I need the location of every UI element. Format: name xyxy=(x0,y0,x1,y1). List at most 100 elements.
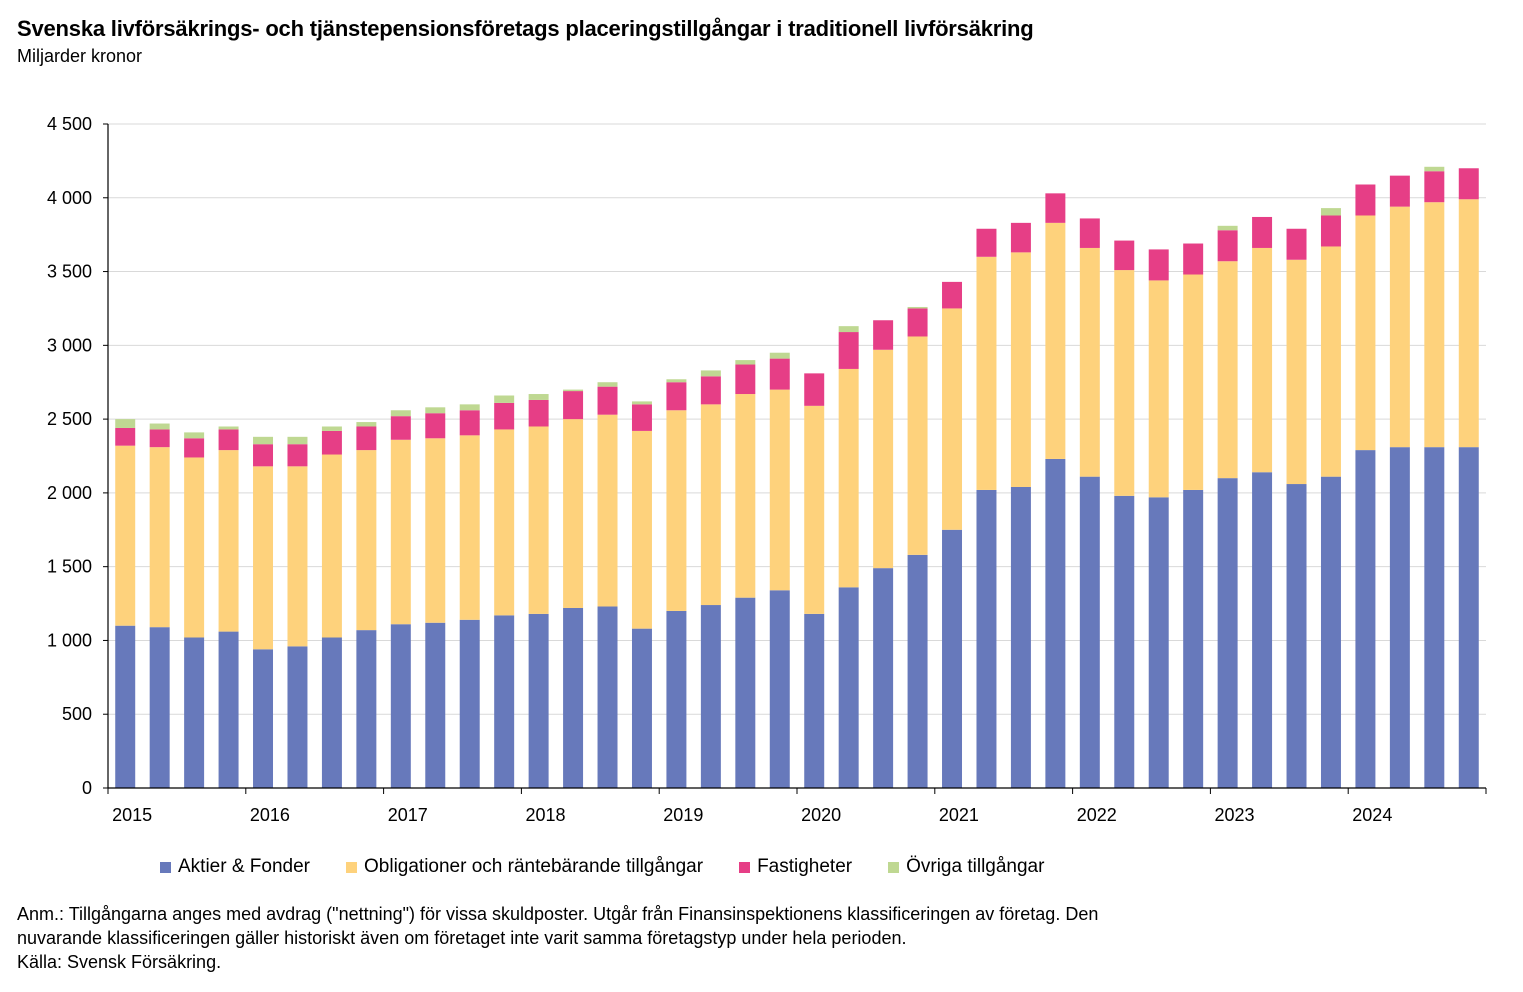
bar-segment-s0-2019Q4 xyxy=(769,590,790,788)
bar-segment-s2-2023Q4 xyxy=(1320,215,1341,247)
bar-segment-s1-2021Q2 xyxy=(976,256,997,490)
bar-segment-s2-2022Q1 xyxy=(1079,218,1100,248)
bar-segment-s2-2016Q4 xyxy=(356,426,377,451)
y-tick-label: 0 xyxy=(82,778,92,798)
axes: 0 500 1 000 1 500 2 000 2 500 3 000 3 500 4 000 4… xyxy=(47,114,1487,825)
bar-segment-s1-2023Q2 xyxy=(1252,247,1273,473)
bar-segment-s1-2015Q1 xyxy=(115,445,136,626)
legend-item-aktier: Aktier & Fonder xyxy=(160,856,310,878)
bar-segment-s0-2023Q1 xyxy=(1217,478,1238,788)
bar-segment-s0-2016Q4 xyxy=(356,630,377,788)
bar-segment-s2-2021Q2 xyxy=(976,228,997,257)
y-tick-label: 3 500 xyxy=(47,262,92,282)
bar-segment-s1-2022Q2 xyxy=(1114,270,1135,496)
bar-segment-s1-2020Q4 xyxy=(907,336,928,555)
y-tick-label: 3 000 xyxy=(47,335,92,355)
bar-segment-s2-2021Q4 xyxy=(1045,193,1066,223)
y-tick-label: 4 500 xyxy=(47,114,92,134)
bar-segment-s2-2022Q3 xyxy=(1148,249,1169,281)
bar-segment-s0-2016Q2 xyxy=(287,646,308,788)
bar-segment-s3-2016Q3 xyxy=(321,426,342,431)
bar-segment-s0-2020Q3 xyxy=(873,568,894,788)
bar-segment-s3-2018Q4 xyxy=(631,401,652,405)
bar-segment-s3-2019Q2 xyxy=(700,370,721,377)
bar-segment-s1-2016Q1 xyxy=(253,466,274,650)
bar-segment-s2-2016Q3 xyxy=(321,430,342,455)
bar-segment-s0-2024Q1 xyxy=(1355,450,1376,788)
bar-segment-s1-2017Q3 xyxy=(459,435,480,620)
bar-segment-s2-2016Q2 xyxy=(287,444,308,467)
bar-segment-s1-2015Q4 xyxy=(218,450,239,632)
bar-segment-s0-2022Q3 xyxy=(1148,497,1169,788)
bar-segment-s3-2023Q1 xyxy=(1217,225,1238,231)
legend-label-ovriga: Övriga tillgångar xyxy=(906,856,1045,877)
bars xyxy=(115,166,1479,788)
legend-swatch-ovriga xyxy=(888,861,900,873)
bar-segment-s3-2015Q2 xyxy=(149,423,170,430)
bar-segment-s3-2017Q4 xyxy=(494,395,515,403)
bar-segment-s1-2018Q1 xyxy=(528,426,549,614)
bar-segment-s2-2018Q1 xyxy=(528,399,549,427)
bar-segment-s2-2020Q2 xyxy=(838,332,859,369)
bar-segment-s2-2017Q3 xyxy=(459,410,480,436)
bar-segment-s2-2021Q3 xyxy=(1010,222,1031,253)
bar-segment-s2-2020Q1 xyxy=(804,373,825,406)
legend-item-fastigheter: Fastigheter xyxy=(739,856,852,878)
footnote: Anm.: Tillgångarna anges med avdrag ("ne… xyxy=(17,902,1497,974)
bar-segment-s2-2015Q4 xyxy=(218,429,239,451)
x-tick-label: 2023 xyxy=(1214,805,1254,825)
chart-subtitle: Miljarder kronor xyxy=(17,46,143,66)
bar-segment-s0-2024Q3 xyxy=(1424,447,1445,788)
bar-segment-s0-2017Q1 xyxy=(390,624,411,788)
y-tick-label: 4 000 xyxy=(47,188,92,208)
bar-segment-s2-2024Q3 xyxy=(1424,171,1445,203)
legend: Aktier & Fonder Obligationer och räntebä… xyxy=(160,856,1080,878)
legend-swatch-obligationer xyxy=(346,861,357,873)
bar-segment-s0-2018Q4 xyxy=(631,628,652,788)
x-tick-label: 2016 xyxy=(250,805,290,825)
bar-segment-s2-2022Q2 xyxy=(1114,240,1135,271)
x-tick-label: 2021 xyxy=(939,805,979,825)
footnote-line-2: nuvarande klassificeringen gäller histor… xyxy=(17,928,907,948)
x-tick-label: 2022 xyxy=(1077,805,1117,825)
bar-segment-s0-2015Q2 xyxy=(149,627,170,788)
gridlines xyxy=(108,123,1486,715)
bar-segment-s1-2020Q1 xyxy=(804,405,825,614)
bar-segment-s3-2024Q3 xyxy=(1424,166,1445,172)
bar-segment-s0-2018Q3 xyxy=(597,606,618,788)
bar-segment-s0-2021Q1 xyxy=(942,529,963,788)
bar-segment-s2-2018Q3 xyxy=(597,386,618,415)
bar-segment-s1-2024Q3 xyxy=(1424,202,1445,448)
bar-segment-s1-2017Q4 xyxy=(494,429,515,616)
bar-segment-s1-2022Q3 xyxy=(1148,280,1169,498)
bar-segment-s0-2023Q3 xyxy=(1286,484,1307,788)
bar-segment-s1-2020Q3 xyxy=(873,349,894,569)
bar-segment-s3-2017Q1 xyxy=(390,410,411,417)
bar-segment-s2-2023Q2 xyxy=(1252,216,1273,248)
bar-segment-s1-2023Q3 xyxy=(1286,259,1307,485)
legend-label-fastigheter: Fastigheter xyxy=(757,856,853,877)
bar-segment-s0-2016Q1 xyxy=(253,649,274,788)
bar-segment-s1-2017Q1 xyxy=(390,439,411,625)
bar-segment-s2-2023Q1 xyxy=(1217,230,1238,262)
bar-segment-s1-2024Q1 xyxy=(1355,215,1376,451)
bar-segment-s2-2020Q4 xyxy=(907,308,928,337)
bar-segment-s0-2016Q3 xyxy=(321,637,342,788)
bar-segment-s3-2018Q3 xyxy=(597,382,618,387)
bar-segment-s1-2022Q1 xyxy=(1079,247,1100,477)
bar-segment-s1-2020Q2 xyxy=(838,368,859,588)
bar-segment-s3-2016Q2 xyxy=(287,436,308,445)
bar-segment-s0-2023Q2 xyxy=(1252,472,1273,788)
bar-segment-s1-2016Q4 xyxy=(356,450,377,631)
y-tick-label: 2 000 xyxy=(47,483,92,503)
bar-segment-s1-2021Q3 xyxy=(1010,252,1031,487)
bar-segment-s1-2023Q1 xyxy=(1217,261,1238,479)
x-tick-label: 2017 xyxy=(388,805,428,825)
y-tick-label: 500 xyxy=(62,704,92,724)
bar-segment-s1-2021Q4 xyxy=(1045,222,1066,459)
bar-segment-s0-2019Q1 xyxy=(666,610,687,788)
bar-segment-s2-2017Q1 xyxy=(390,416,411,440)
legend-swatch-aktier xyxy=(160,861,171,873)
bar-segment-s0-2019Q2 xyxy=(700,605,721,788)
